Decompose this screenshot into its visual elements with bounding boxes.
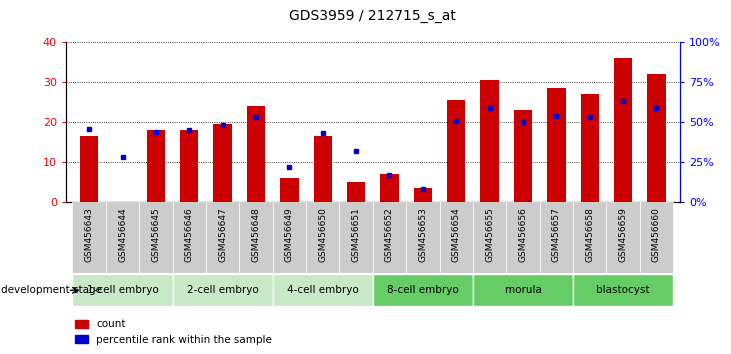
Bar (614, 58, 632, 202)
Text: GSM456649: GSM456649 (285, 207, 294, 262)
Bar (647, 74, 666, 202)
Text: GSM456648: GSM456648 (251, 207, 260, 262)
Bar (373, 202, 406, 273)
Bar (206, 202, 239, 273)
Bar (514, 110, 532, 202)
Text: GSM456658: GSM456658 (586, 207, 594, 262)
Bar (473, 202, 507, 273)
Text: GSM456653: GSM456653 (418, 207, 428, 262)
Text: GSM456646: GSM456646 (185, 207, 194, 262)
Text: blastocyst: blastocyst (596, 285, 650, 295)
Text: GSM456650: GSM456650 (318, 207, 327, 262)
Bar (306, 202, 339, 273)
Bar (72, 202, 106, 273)
Bar (339, 202, 373, 273)
Text: GSM456644: GSM456644 (118, 207, 127, 262)
Bar (80, 136, 99, 202)
Bar (72, 274, 173, 306)
Bar (539, 202, 573, 273)
Bar (373, 274, 473, 306)
Bar (106, 202, 139, 273)
Bar (580, 94, 599, 202)
Bar (414, 188, 432, 202)
Bar (507, 202, 539, 273)
Bar (280, 178, 298, 202)
Text: development stage: development stage (1, 285, 102, 295)
Bar (447, 100, 466, 202)
Bar (213, 124, 232, 202)
Text: 8-cell embryo: 8-cell embryo (387, 285, 459, 295)
Text: GSM456651: GSM456651 (352, 207, 360, 262)
Bar (480, 80, 499, 202)
Text: GSM456643: GSM456643 (85, 207, 94, 262)
Bar (439, 202, 473, 273)
Bar (607, 202, 640, 273)
Bar (548, 88, 566, 202)
Bar (380, 174, 398, 202)
Bar (180, 130, 198, 202)
Text: GDS3959 / 212715_s_at: GDS3959 / 212715_s_at (289, 9, 456, 23)
Text: GSM456657: GSM456657 (552, 207, 561, 262)
Bar (273, 202, 306, 273)
Bar (573, 202, 607, 273)
Text: GSM456647: GSM456647 (218, 207, 227, 262)
Bar (239, 202, 273, 273)
Legend: count, percentile rank within the sample: count, percentile rank within the sample (71, 315, 276, 349)
Bar (273, 274, 373, 306)
Bar (406, 202, 439, 273)
Text: GSM456660: GSM456660 (652, 207, 661, 262)
Bar (640, 202, 673, 273)
Bar (139, 202, 173, 273)
Text: 4-cell embryo: 4-cell embryo (287, 285, 359, 295)
Bar (173, 274, 273, 306)
Text: GSM456655: GSM456655 (485, 207, 494, 262)
Text: GSM456652: GSM456652 (385, 207, 394, 262)
Text: GSM456645: GSM456645 (151, 207, 160, 262)
Text: GSM456659: GSM456659 (618, 207, 628, 262)
Text: GSM456654: GSM456654 (452, 207, 461, 262)
Bar (314, 136, 332, 202)
Bar (173, 202, 206, 273)
Text: 2-cell embryo: 2-cell embryo (186, 285, 259, 295)
Bar (573, 274, 673, 306)
Text: morula: morula (504, 285, 542, 295)
Text: 1-cell embryo: 1-cell embryo (87, 285, 159, 295)
Bar (247, 106, 265, 202)
Bar (473, 274, 573, 306)
Bar (347, 182, 366, 202)
Text: GSM456656: GSM456656 (518, 207, 528, 262)
Bar (147, 130, 165, 202)
